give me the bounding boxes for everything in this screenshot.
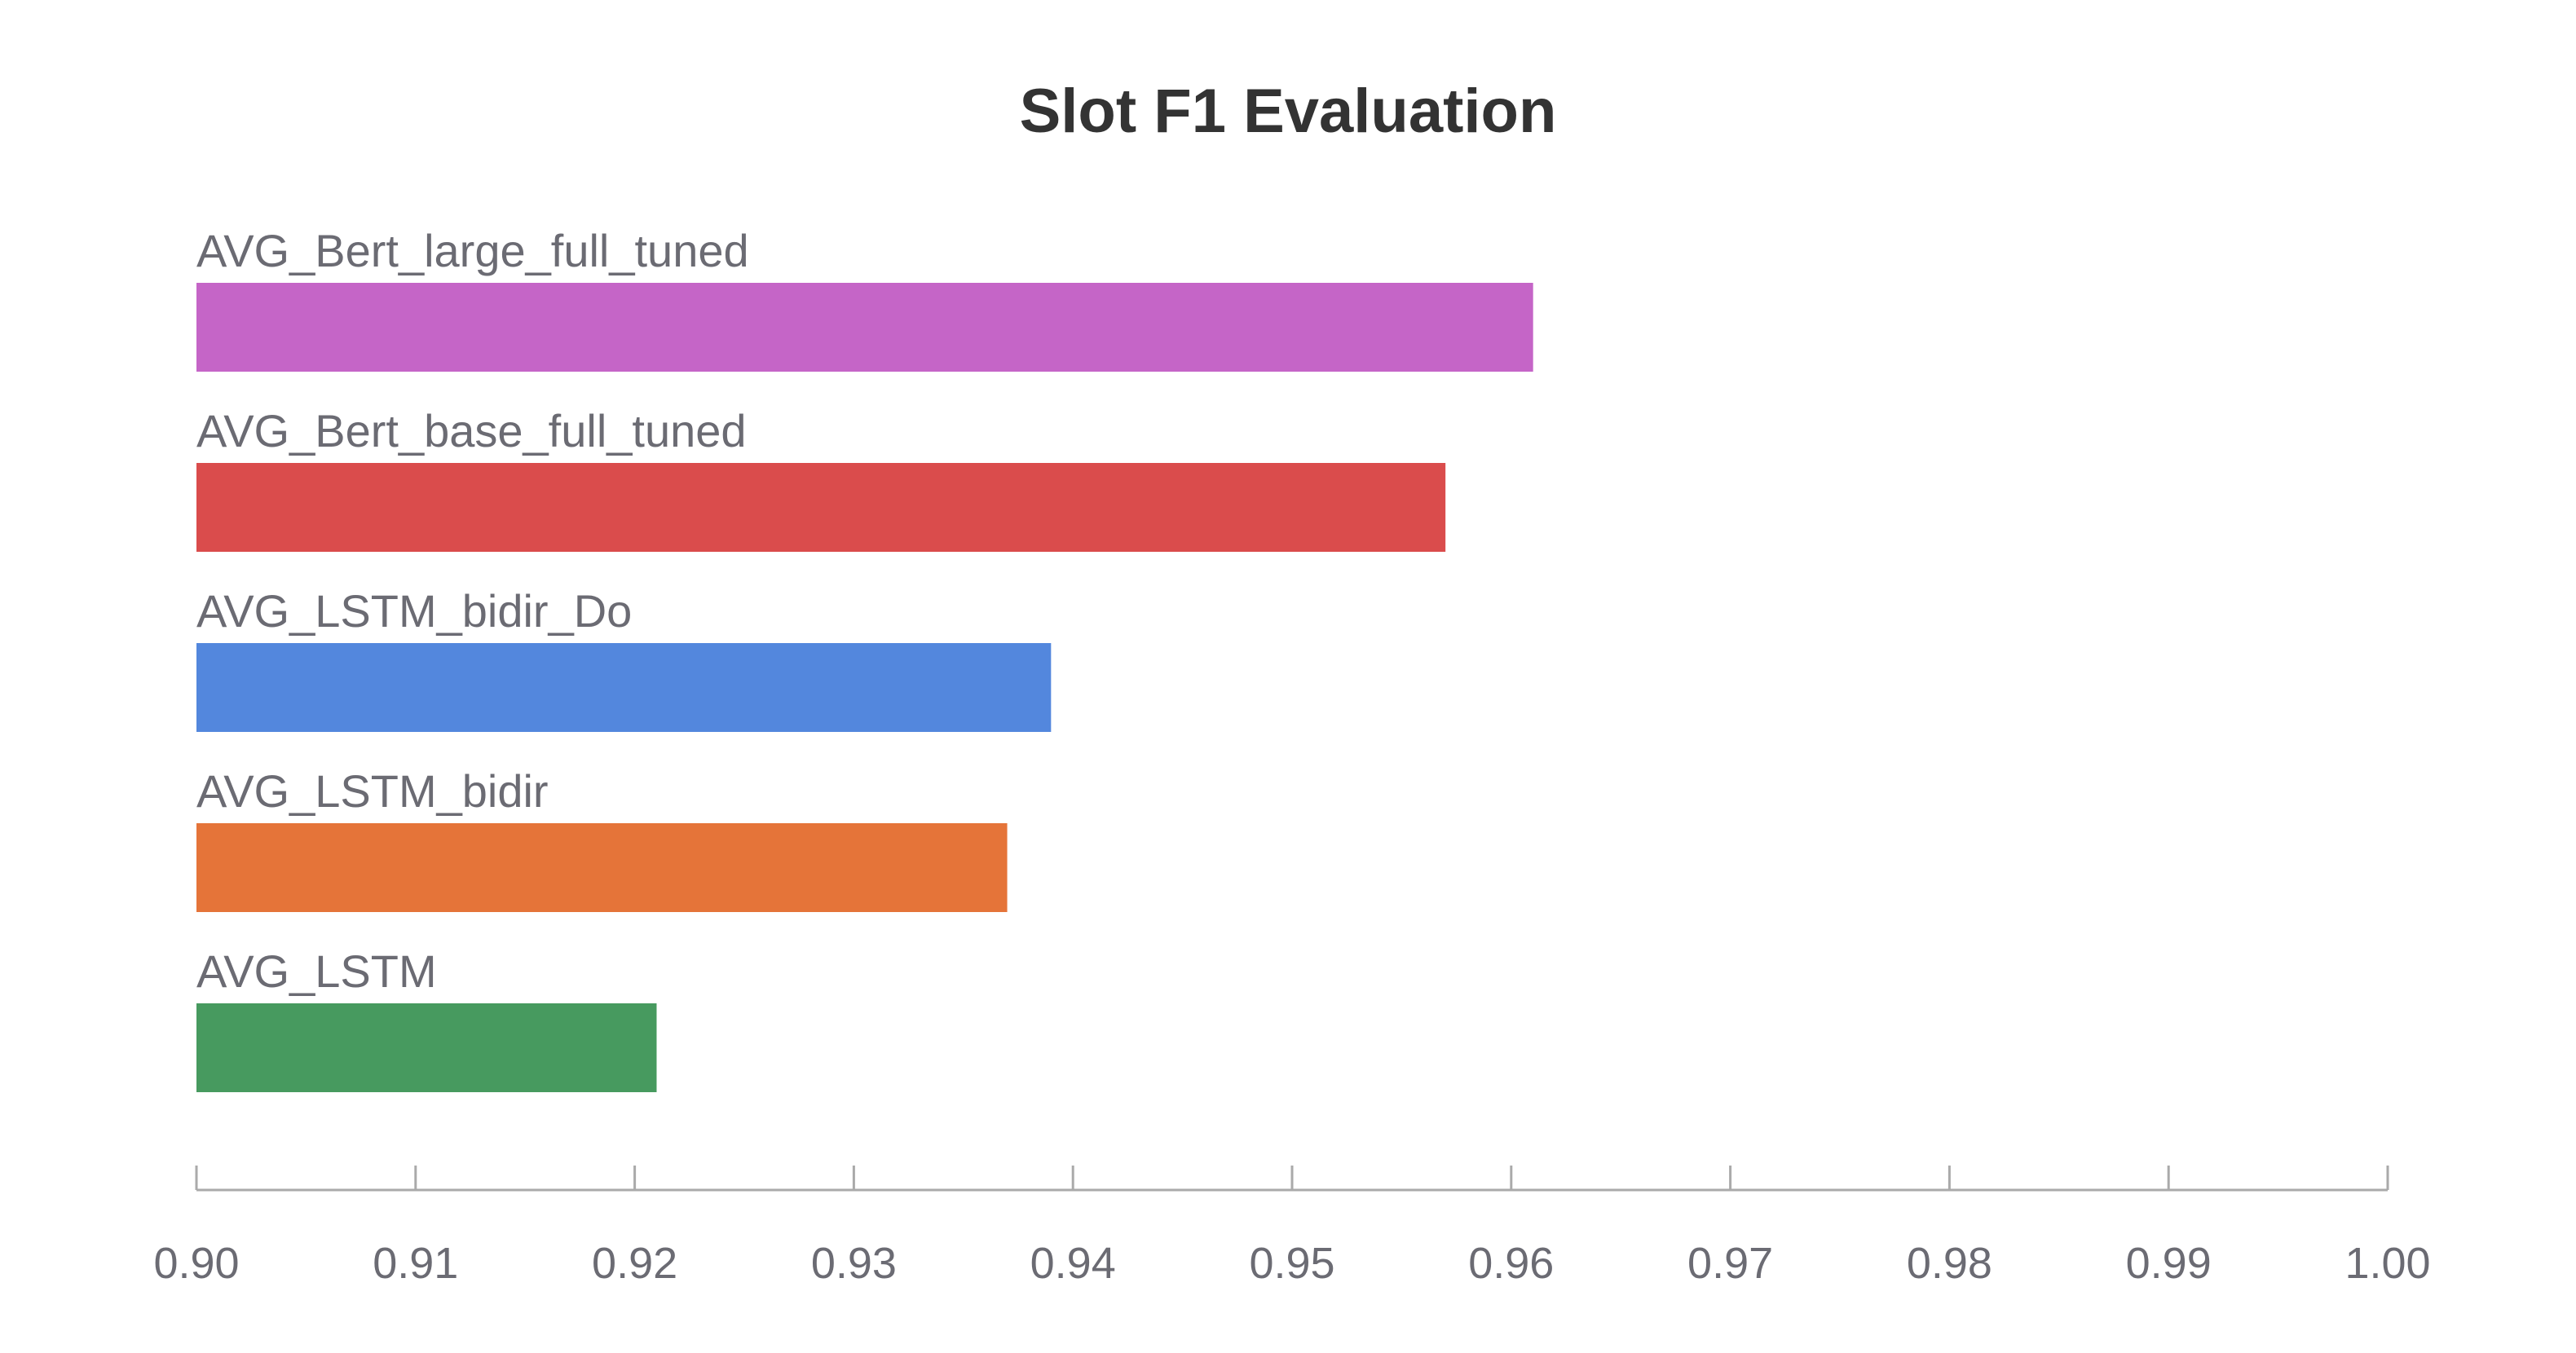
bar-row: AVG_Bert_base_full_tuned <box>196 405 1446 552</box>
bar[interactable] <box>196 463 1446 552</box>
x-tick-label: 0.90 <box>153 1239 239 1288</box>
x-tick-label: 0.91 <box>373 1239 458 1288</box>
x-tick-label: 1.00 <box>2344 1239 2430 1288</box>
bar-label: AVG_Bert_large_full_tuned <box>196 225 749 276</box>
bar-row: AVG_LSTM_bidir <box>196 765 1008 912</box>
bar[interactable] <box>196 643 1052 732</box>
bar-label: AVG_LSTM_bidir_Do <box>196 585 632 637</box>
bar[interactable] <box>196 283 1533 372</box>
x-tick-label: 0.94 <box>1030 1239 1116 1288</box>
x-tick-label: 0.99 <box>2126 1239 2212 1288</box>
bar[interactable] <box>196 1003 657 1092</box>
x-tick-label: 0.98 <box>1907 1239 1992 1288</box>
x-axis: 0.90 0.91 0.92 0.93 0.94 0.95 0.96 0.97 0.98 0.99… <box>153 1166 2431 1288</box>
x-tick-label: 0.96 <box>1468 1239 1554 1288</box>
x-tick-label: 0.95 <box>1249 1239 1334 1288</box>
bar-label: AVG_Bert_base_full_tuned <box>196 405 747 456</box>
bar-label: AVG_LSTM_bidir <box>196 765 549 817</box>
chart-title: Slot F1 Evaluation <box>1020 77 1557 146</box>
bar-row: AVG_LSTM <box>196 945 657 1092</box>
bars-group: AVG_Bert_large_full_tuned AVG_Bert_base_f… <box>196 225 1533 1092</box>
bar-row: AVG_Bert_large_full_tuned <box>196 225 1533 372</box>
bar-label: AVG_LSTM <box>196 945 437 997</box>
bar[interactable] <box>196 823 1008 912</box>
x-tick-label: 0.93 <box>811 1239 897 1288</box>
x-tick-label: 0.92 <box>592 1239 677 1288</box>
bar-row: AVG_LSTM_bidir_Do <box>196 585 1052 732</box>
x-tick-label: 0.97 <box>1687 1239 1773 1288</box>
